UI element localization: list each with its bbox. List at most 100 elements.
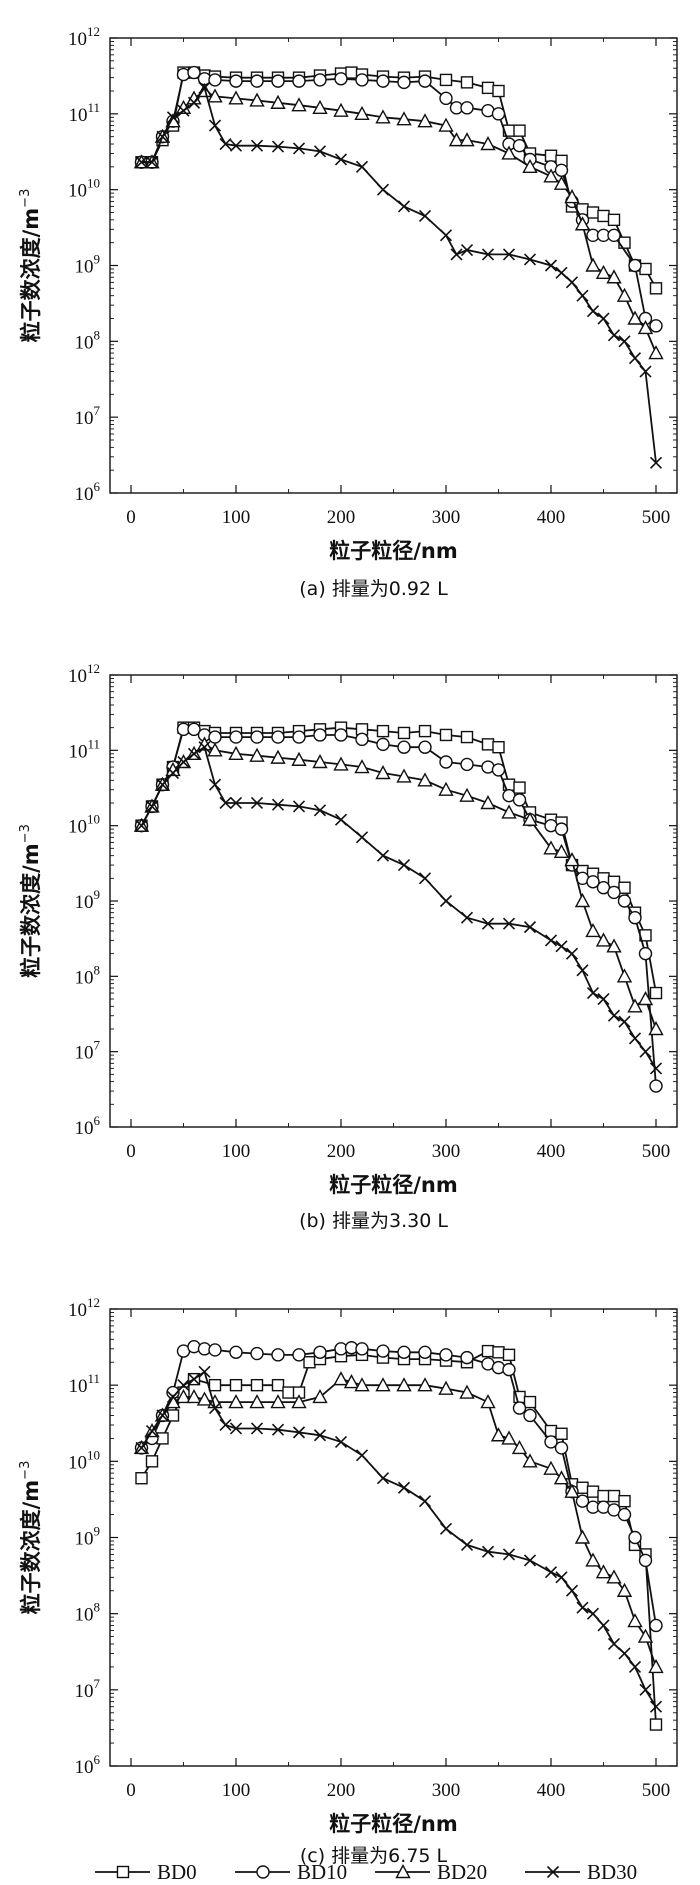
series-line	[140, 743, 657, 1030]
data-point	[397, 75, 411, 90]
data-point	[481, 1344, 495, 1358]
data-point	[397, 1481, 411, 1494]
data-point	[627, 998, 643, 1013]
data-point	[187, 1373, 201, 1386]
y-tick-label: 1010	[68, 812, 100, 838]
legend-item-bd10: BD10	[235, 1860, 347, 1884]
data-point	[439, 1348, 453, 1362]
data-point	[355, 732, 369, 747]
series-line	[140, 1378, 657, 1668]
data-point	[480, 136, 496, 151]
data-point	[270, 94, 286, 109]
data-point	[228, 90, 244, 105]
data-point	[292, 1348, 306, 1362]
data-point	[208, 119, 222, 132]
data-point	[208, 1378, 222, 1392]
x-tick-label: 0	[126, 1780, 136, 1801]
data-point	[397, 740, 411, 754]
data-point	[576, 289, 589, 302]
y-axis-label: 粒子数浓度/m−3	[18, 189, 43, 343]
data-point	[270, 749, 286, 764]
y-tick-label: 1010	[68, 176, 100, 202]
data-point	[343, 1374, 360, 1389]
data-point	[313, 73, 327, 87]
data-point	[397, 200, 411, 213]
data-point	[492, 1346, 505, 1359]
x-tick-label: 100	[222, 1780, 251, 1801]
data-point	[501, 145, 517, 160]
series-bd0	[135, 1344, 663, 1731]
data-point	[186, 1388, 202, 1404]
series-bd10	[134, 1339, 663, 1633]
data-point	[313, 1429, 327, 1442]
data-point	[439, 91, 453, 106]
data-point	[502, 1548, 516, 1561]
data-point	[312, 99, 328, 115]
data-point	[511, 1439, 528, 1455]
data-point	[460, 76, 474, 89]
data-point	[303, 1356, 316, 1369]
data-point	[291, 751, 307, 766]
data-point	[439, 1522, 453, 1535]
data-point	[607, 213, 621, 227]
data-point	[271, 798, 285, 811]
data-point	[135, 1441, 148, 1454]
data-point	[145, 1455, 159, 1468]
data-point	[312, 1388, 328, 1404]
series-bd20	[133, 1371, 664, 1674]
data-point	[565, 1584, 579, 1597]
data-point	[649, 1700, 663, 1713]
data-point	[460, 243, 474, 257]
chart-panel-2: 106 107 108 109 1010 1011 1012 0 100 200 300 400 500…	[18, 661, 678, 1232]
x-tick-label: 500	[642, 1780, 671, 1801]
data-point	[574, 893, 591, 908]
data-point	[376, 737, 390, 752]
data-point	[564, 1483, 580, 1498]
data-point	[313, 804, 327, 817]
data-point	[543, 168, 559, 183]
data-point	[145, 800, 159, 813]
y-tick-label: 1011	[68, 1371, 100, 1397]
data-point	[480, 1394, 496, 1409]
data-point	[292, 730, 306, 744]
data-point	[418, 872, 432, 885]
y-tick-label: 108	[75, 327, 101, 353]
data-point	[135, 1472, 148, 1485]
data-point	[355, 831, 369, 844]
data-point	[627, 1613, 643, 1628]
data-point	[418, 209, 432, 223]
data-point	[397, 858, 411, 872]
data-point	[187, 96, 201, 109]
y-axis-label: 粒子数浓度/m−3	[18, 1461, 43, 1615]
data-point	[438, 117, 454, 132]
data-point	[553, 1470, 570, 1485]
data-point	[396, 768, 412, 783]
data-point	[333, 756, 349, 771]
data-point	[418, 74, 432, 88]
data-point	[574, 1529, 591, 1544]
series-line	[141, 71, 657, 327]
x-tick-label: 400	[537, 1780, 566, 1801]
data-point	[481, 248, 495, 261]
data-point	[639, 1683, 652, 1696]
plot-frame	[109, 674, 678, 1128]
data-point	[334, 1435, 348, 1448]
data-point	[448, 132, 465, 147]
data-point	[450, 248, 463, 261]
x-tick-label: 0	[126, 507, 136, 528]
data-point	[229, 139, 243, 152]
data-point	[229, 796, 243, 810]
y-tick-label: 107	[75, 1676, 101, 1702]
legend-label: BD0	[157, 1860, 197, 1884]
legend-marker	[546, 1865, 560, 1879]
data-point	[198, 81, 211, 94]
series-bd30	[135, 741, 663, 1075]
data-point	[597, 312, 610, 325]
data-point	[491, 107, 506, 121]
data-point	[228, 1394, 244, 1409]
data-point	[628, 352, 642, 365]
data-point	[607, 329, 621, 342]
data-point	[177, 104, 190, 117]
series-line	[141, 71, 657, 289]
data-point	[250, 1346, 264, 1361]
